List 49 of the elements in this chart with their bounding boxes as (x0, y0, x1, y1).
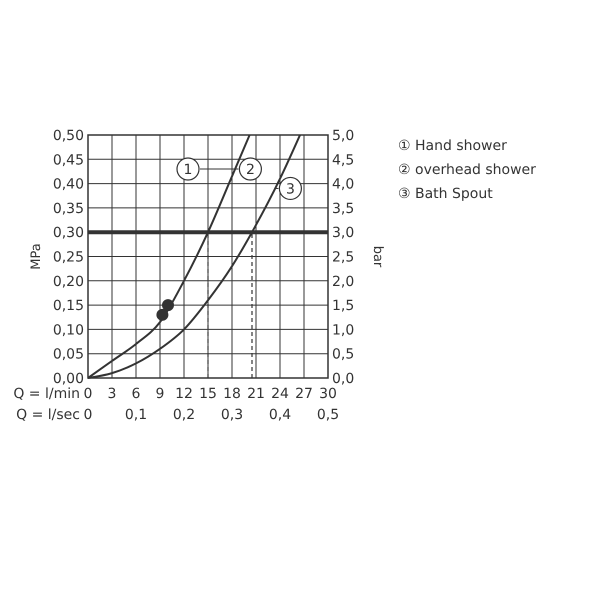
y2-tick-label: 3,5 (332, 200, 354, 217)
x-axis-title: Q = l/min (13, 386, 80, 402)
y-tick-label: 0,45 (52, 152, 84, 168)
x2-tick-label: 0,4 (268, 407, 292, 423)
y-tick-label: 0,00 (52, 371, 84, 387)
x2-tick-label: 0,1 (124, 407, 148, 423)
y-tick-label: 0,20 (52, 274, 84, 290)
x-tick-label: 0 (84, 386, 92, 402)
y-tick-label: 0,35 (52, 200, 84, 217)
y2-tick-label: 4,5 (332, 152, 354, 168)
x-tick-label: 27 (295, 386, 313, 402)
y-tick-label: 0,50 (52, 128, 84, 144)
x2-tick-label: 0,3 (220, 407, 244, 423)
x2-tick-label: 0 (84, 407, 92, 423)
x-tick-label: 6 (132, 386, 141, 402)
x2-tick-label: 0,2 (172, 407, 196, 423)
annotation: 3 (286, 181, 295, 198)
x-tick-label: 15 (199, 386, 217, 402)
y2-tick-label: 1,5 (332, 298, 354, 314)
y-axis-title: MPa (29, 243, 44, 270)
y2-axis-title: bar (370, 246, 385, 268)
y2-tick-label: 1,0 (332, 322, 354, 338)
text: ② overhead shower (398, 162, 536, 178)
y2-tick-label: 5,0 (332, 128, 354, 144)
x2-tick-label: 0,5 (316, 407, 340, 423)
y2-tick-label: 3,0 (332, 225, 354, 242)
y-tick-label: 0,25 (52, 250, 84, 266)
y2-tick-label: 0,5 (332, 346, 354, 363)
x2-axis-title: Q = l/sec (16, 407, 80, 423)
x-tick-label: 18 (223, 386, 241, 402)
x-tick-label: 9 (156, 386, 164, 402)
x-tick-label: 24 (271, 386, 289, 402)
y-tick-label: 0,15 (52, 298, 84, 314)
x-tick-label: 3 (108, 386, 116, 402)
annotation: 2 (246, 162, 255, 178)
y-tick-label: 0,10 (52, 322, 84, 338)
y2-tick-label: 2,5 (332, 250, 354, 266)
y2-tick-label: 0,0 (332, 371, 354, 387)
text: ③ Bath Spout (398, 186, 494, 202)
y2-tick-label: 4,0 (332, 176, 354, 193)
annotation: 1 (184, 162, 192, 178)
y-tick-label: 0,05 (52, 346, 84, 363)
y2-tick-label: 2,0 (332, 274, 354, 290)
y-tick-label: 0,40 (52, 176, 84, 193)
x-tick-label: 12 (175, 386, 193, 402)
x-tick-label: 21 (247, 386, 265, 402)
text: ① Hand shower (398, 138, 508, 154)
y-tick-label: 0,30 (52, 225, 84, 242)
x-tick-label: 30 (319, 386, 337, 402)
